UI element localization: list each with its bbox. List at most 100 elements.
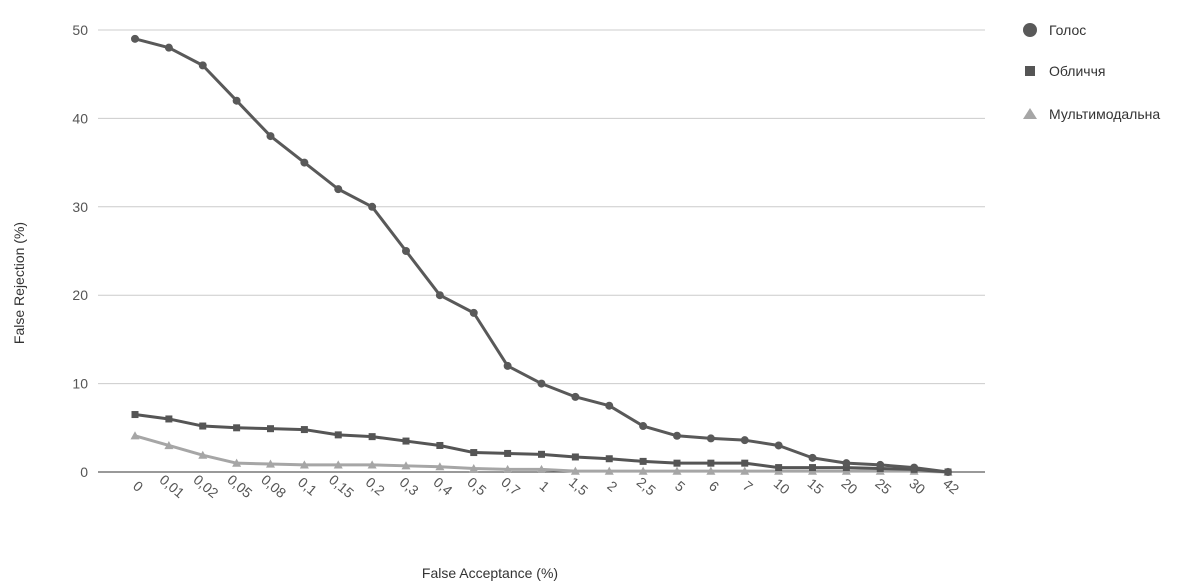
data-point <box>876 460 885 469</box>
legend-label: Обличчя <box>1049 63 1105 79</box>
data-point <box>570 466 580 475</box>
data-point <box>944 468 952 476</box>
data-point <box>470 449 478 457</box>
data-point <box>198 61 207 70</box>
data-point <box>435 462 445 471</box>
legend-item: Мультимодальна <box>1023 106 1160 122</box>
data-point <box>131 411 139 419</box>
x-tick-label: 0,7 <box>498 474 523 499</box>
data-point <box>334 431 342 439</box>
legend-label: Голос <box>1049 22 1086 38</box>
data-point <box>673 459 681 467</box>
data-point <box>605 401 614 410</box>
data-point <box>537 464 546 473</box>
x-tick-label: 0,4 <box>430 474 455 499</box>
y-tick-label: 20 <box>72 287 88 303</box>
data-point <box>199 422 207 430</box>
data-point <box>401 461 411 470</box>
data-point <box>333 460 343 469</box>
x-tick-label: 0,5 <box>464 474 489 499</box>
data-point <box>367 460 377 469</box>
y-axis-title: False Rejection (%) <box>11 222 27 344</box>
x-tick-label: 42 <box>940 475 962 497</box>
y-tick-label: 10 <box>72 376 88 392</box>
data-point <box>706 434 715 443</box>
data-point <box>538 450 545 458</box>
data-point <box>469 308 478 317</box>
y-axis-ticks: 0 10 20 30 40 50 <box>72 22 88 480</box>
legend-marker-square <box>1025 66 1035 76</box>
data-point <box>639 457 647 465</box>
x-tick-label: 0,1 <box>295 474 320 499</box>
x-tick-label: 0,05 <box>224 471 255 501</box>
data-point <box>436 441 444 449</box>
x-tick-label: 15 <box>805 475 827 497</box>
data-point <box>334 185 343 194</box>
data-point <box>604 466 614 475</box>
x-tick-label: 2,5 <box>634 474 659 499</box>
data-point <box>131 34 139 43</box>
data-point <box>842 464 850 472</box>
data-point <box>435 291 444 300</box>
data-point <box>266 459 275 468</box>
data-point <box>164 440 174 450</box>
data-point <box>368 202 377 211</box>
data-point <box>706 466 716 475</box>
x-axis-title: False Acceptance (%) <box>422 565 558 581</box>
series-line <box>134 37 949 474</box>
data-point <box>537 379 546 388</box>
x-tick-label: 20 <box>838 475 860 497</box>
x-tick-label: 0,01 <box>157 471 188 501</box>
data-point <box>910 463 919 472</box>
data-point <box>503 464 513 473</box>
data-point <box>672 466 682 475</box>
data-point <box>605 455 613 463</box>
legend-label: Мультимодальна <box>1049 106 1160 122</box>
data-point <box>740 436 749 445</box>
data-point <box>504 449 512 457</box>
data-point <box>808 453 817 462</box>
series-2 <box>130 431 953 476</box>
data-point <box>741 459 749 467</box>
x-tick-label: 1 <box>537 478 553 495</box>
data-point <box>571 453 579 461</box>
x-tick-label: 0,02 <box>190 471 221 501</box>
legend-item: Голос <box>1023 22 1086 38</box>
legend-marker-triangle <box>1023 108 1037 119</box>
data-point <box>809 464 816 472</box>
y-tick-label: 50 <box>72 22 88 38</box>
data-point <box>130 431 140 440</box>
x-tick-label: 7 <box>740 478 756 495</box>
data-point <box>267 425 274 433</box>
x-tick-label: 5 <box>672 478 688 495</box>
data-point <box>673 431 681 440</box>
data-point <box>775 464 783 472</box>
data-point <box>402 247 410 255</box>
data-point <box>638 466 648 475</box>
data-point <box>232 96 241 105</box>
x-tick-label: 0 <box>130 478 146 495</box>
legend-item: Обличчя <box>1025 63 1105 79</box>
data-point <box>233 424 241 432</box>
data-point <box>266 132 275 141</box>
series-0 <box>131 34 952 476</box>
x-tick-label: 6 <box>706 478 722 495</box>
series-lines <box>130 34 953 476</box>
data-point <box>842 459 851 468</box>
data-point <box>164 43 173 52</box>
data-point <box>299 460 309 469</box>
x-tick-label: 30 <box>906 475 928 497</box>
x-tick-label: 0,08 <box>258 471 289 501</box>
x-tick-label: 0,3 <box>397 474 422 499</box>
data-point <box>571 392 580 401</box>
x-tick-label: 25 <box>872 475 894 497</box>
data-point <box>503 361 512 370</box>
y-tick-label: 40 <box>72 110 88 126</box>
data-point <box>198 450 208 459</box>
legend: Голос Обличчя Мультимодальна <box>1023 22 1160 122</box>
x-tick-label: 10 <box>771 475 793 497</box>
data-point <box>469 463 479 473</box>
legend-marker-circle <box>1023 23 1037 37</box>
data-point <box>368 433 376 441</box>
